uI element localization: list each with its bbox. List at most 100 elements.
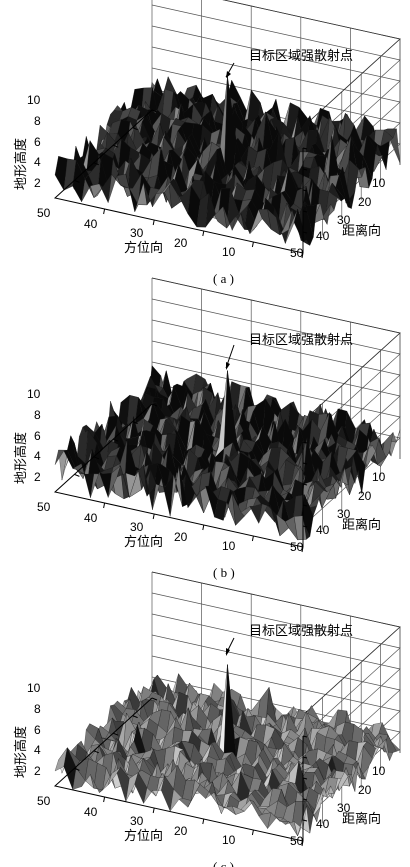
- y-axis-tick: [74, 767, 80, 771]
- grid-line: [222, 0, 401, 128]
- x-axis-tick: [103, 796, 106, 803]
- y-axis-tick: [93, 750, 99, 754]
- x-axis-tick: [301, 252, 304, 259]
- y-axis-tick: [132, 715, 138, 719]
- x-tick: 50: [37, 794, 51, 808]
- y-tick: 20: [358, 195, 372, 209]
- z-tick-labels: 10 8 6 4 2: [27, 93, 41, 190]
- z-axis-label: 地形高度: [13, 726, 29, 778]
- annotation-arrowhead: [226, 362, 230, 370]
- z-tick: 8: [34, 114, 41, 128]
- panel-caption: ( b ): [213, 565, 235, 580]
- x-axis-tick: [301, 546, 304, 553]
- x-tick: 30: [130, 226, 144, 240]
- x-tick: 40: [84, 511, 98, 525]
- z-axis-label: 地形高度: [13, 432, 29, 484]
- annotation-label: 目标区域强散射点: [249, 623, 353, 639]
- x-tick: 20: [174, 530, 188, 544]
- annotation-arrowhead: [226, 71, 231, 78]
- y-tick-labels: 10 20 30 40 50: [290, 764, 386, 848]
- y-axis-label: 距离向: [342, 223, 381, 239]
- y-axis-tick: [93, 162, 99, 166]
- z-tick-labels: 10 8 6 4 2: [27, 681, 41, 778]
- z-axis-tick: [302, 525, 308, 528]
- panel-c: 10 8 6 4 2 50 40 30 20 10 10 20 30 40 50…: [13, 571, 401, 867]
- y-axis-tick: [132, 127, 138, 131]
- x-axis-tick: [103, 208, 106, 215]
- z-tick: 2: [34, 470, 41, 484]
- z-tick: 10: [27, 387, 41, 401]
- y-axis-tick: [93, 456, 99, 460]
- floor-axis-line: [53, 109, 304, 254]
- y-tick: 40: [316, 817, 330, 831]
- x-tick-labels: 50 40 30 20 10: [37, 206, 236, 259]
- z-axis-tick: [302, 504, 308, 507]
- z-axis-tick: [302, 210, 308, 213]
- grid-line: [151, 277, 401, 422]
- x-tick: 40: [84, 217, 98, 231]
- panel-a: 10 8 6 4 2 50 40 30 20 10 10 20 30 40 50…: [13, 0, 401, 286]
- y-tick: 40: [316, 523, 330, 537]
- x-tick: 50: [37, 206, 51, 220]
- z-axis-tick: [302, 483, 308, 486]
- y-axis-tick: [132, 421, 138, 425]
- y-tick: 10: [372, 764, 386, 778]
- y-axis-tick: [74, 473, 80, 477]
- x-axis-tick: [103, 502, 106, 509]
- grid-line: [151, 298, 401, 443]
- x-axis-tick: [202, 818, 205, 825]
- x-tick: 50: [37, 500, 51, 514]
- terrain-surface: [54, 76, 401, 246]
- z-tick-labels: 10 8 6 4 2: [27, 387, 41, 484]
- x-tick: 20: [174, 824, 188, 838]
- annotation-arrowhead: [226, 648, 230, 656]
- z-axis-tick: [302, 756, 308, 759]
- x-tick: 30: [130, 520, 144, 534]
- x-axis-tick: [301, 840, 304, 847]
- x-axis-label: 方位向: [124, 240, 163, 256]
- y-axis-tick: [151, 697, 158, 701]
- x-axis-label: 方位向: [124, 534, 163, 550]
- annotation-label: 目标区域强散射点: [249, 48, 353, 64]
- x-axis-tick: [152, 219, 155, 226]
- y-tick: 50: [290, 246, 304, 260]
- axis-lines: [53, 403, 308, 553]
- y-tick-labels: 10 20 30 40 50: [290, 176, 386, 260]
- z-tick: 10: [27, 681, 41, 695]
- z-axis-tick: [302, 819, 308, 822]
- y-axis-tick: [151, 403, 158, 407]
- panel-b: 10 8 6 4 2 50 40 30 20 10 10 20 30 40 50…: [13, 277, 401, 580]
- y-tick: 50: [290, 540, 304, 554]
- z-tick: 4: [34, 743, 41, 757]
- grid-line: [151, 592, 401, 737]
- floor-axis-line: [53, 697, 304, 842]
- floor-axis-line: [53, 403, 304, 548]
- x-axis-tick: [251, 829, 254, 836]
- y-axis-label: 距离向: [342, 811, 381, 827]
- x-tick-labels: 50 40 30 20 10: [37, 500, 236, 553]
- surface-patch: [293, 805, 307, 837]
- z-tick: 8: [34, 702, 41, 716]
- z-axis-tick: [302, 462, 308, 465]
- z-tick: 6: [34, 429, 41, 443]
- z-axis-tick: [302, 777, 308, 780]
- panel-caption: ( a ): [213, 271, 234, 286]
- x-tick: 40: [84, 805, 98, 819]
- z-axis-tick: [302, 231, 308, 234]
- grid-line: [151, 4, 401, 149]
- z-tick: 10: [27, 93, 41, 107]
- x-tick-labels: 50 40 30 20 10: [37, 794, 236, 847]
- x-tick: 20: [174, 236, 188, 250]
- z-axis-tick: [302, 168, 308, 171]
- y-tick: 20: [358, 489, 372, 503]
- z-axis-tick: [302, 735, 308, 738]
- y-tick: 30: [337, 801, 351, 815]
- panel-caption: ( c ): [213, 859, 234, 867]
- z-axis-tick: [302, 798, 308, 801]
- axis-lines: [53, 697, 308, 847]
- x-tick: 10: [222, 833, 236, 847]
- y-axis-tick: [113, 144, 119, 148]
- y-tick: 40: [316, 229, 330, 243]
- z-axis-tick: [302, 189, 308, 192]
